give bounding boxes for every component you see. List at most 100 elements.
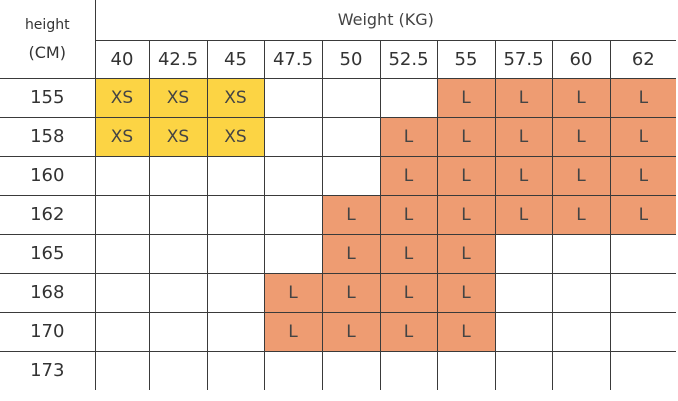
weight-column-header: 62 <box>609 39 677 79</box>
size-cell-l: L <box>321 311 381 352</box>
weight-column-header: 42.5 <box>148 39 208 79</box>
size-cell-empty <box>148 311 208 352</box>
size-cell-xs: XS <box>206 77 265 118</box>
size-cell-empty <box>609 233 677 274</box>
size-cell-l: L <box>551 194 611 235</box>
size-cell-empty <box>263 350 323 390</box>
size-cell-l: L <box>379 116 438 157</box>
size-cell-empty <box>148 350 208 390</box>
weight-column-header: 40 <box>94 39 150 79</box>
table-row: 155 XS XS XS L L L L <box>0 77 677 118</box>
size-cell-empty <box>436 350 496 390</box>
size-cell-xs: XS <box>94 77 150 118</box>
height-value: 160 <box>0 155 96 196</box>
size-cell-l: L <box>436 233 496 274</box>
size-cell-l: L <box>551 116 611 157</box>
size-cell-l: L <box>494 155 553 196</box>
size-cell-l: L <box>609 116 677 157</box>
size-cell-empty <box>379 350 438 390</box>
size-cell-xs: XS <box>206 116 265 157</box>
size-cell-empty <box>263 116 323 157</box>
size-cell-empty <box>148 233 208 274</box>
size-cell-empty <box>94 350 150 390</box>
size-cell-empty <box>206 194 265 235</box>
table-row: 170 L L L L <box>0 311 677 352</box>
size-cell-xs: XS <box>148 116 208 157</box>
weight-column-header: 57.5 <box>494 39 553 79</box>
size-cell-l: L <box>321 194 381 235</box>
size-cell-empty <box>206 233 265 274</box>
weight-column-header: 52.5 <box>379 39 438 79</box>
size-cell-empty <box>94 272 150 313</box>
size-cell-l: L <box>436 155 496 196</box>
size-cell-empty <box>494 350 553 390</box>
weight-column-header: 50 <box>321 39 381 79</box>
size-cell-xs: XS <box>148 77 208 118</box>
size-cell-empty <box>263 194 323 235</box>
size-cell-empty <box>94 233 150 274</box>
weight-column-header: 45 <box>206 39 265 79</box>
size-cell-l: L <box>321 233 381 274</box>
height-value: 170 <box>0 311 96 352</box>
height-header-label: height <box>24 16 70 33</box>
size-cell-empty <box>94 155 150 196</box>
weight-column-header: 60 <box>551 39 611 79</box>
size-cell-l: L <box>609 155 677 196</box>
size-cell-empty <box>379 77 438 118</box>
size-cell-empty <box>206 155 265 196</box>
size-cell-empty <box>609 272 677 313</box>
size-cell-empty <box>94 311 150 352</box>
weight-values-row: 40 42.5 45 47.5 50 52.5 55 57.5 60 62 <box>0 39 677 79</box>
size-cell-l: L <box>494 116 553 157</box>
table-row: 168 L L L L <box>0 272 677 313</box>
size-cell-l: L <box>551 77 611 118</box>
size-cell-empty <box>321 155 381 196</box>
size-cell-empty <box>609 311 677 352</box>
size-cell-l: L <box>436 194 496 235</box>
height-value: 165 <box>0 233 96 274</box>
size-cell-empty <box>206 272 265 313</box>
size-cell-l: L <box>379 155 438 196</box>
height-value: 168 <box>0 272 96 313</box>
size-cell-l: L <box>609 77 677 118</box>
table-body: 155 XS XS XS L L L L 158 XS XS XS L L L L L 160 L L L L L 162 L L… <box>0 77 677 390</box>
size-cell-l: L <box>379 233 438 274</box>
size-cell-l: L <box>263 272 323 313</box>
size-cell-empty <box>321 350 381 390</box>
size-cell-empty <box>551 350 611 390</box>
size-cell-l: L <box>494 194 553 235</box>
size-cell-empty <box>551 272 611 313</box>
size-cell-empty <box>494 311 553 352</box>
size-cell-empty <box>206 350 265 390</box>
size-cell-empty <box>148 155 208 196</box>
size-cell-l: L <box>379 194 438 235</box>
size-cell-empty <box>263 155 323 196</box>
size-cell-empty <box>494 272 553 313</box>
size-cell-empty <box>609 350 677 390</box>
size-cell-empty <box>206 311 265 352</box>
size-cell-l: L <box>436 116 496 157</box>
weight-column-header: 55 <box>436 39 496 79</box>
size-cell-empty <box>148 272 208 313</box>
size-cell-empty <box>148 194 208 235</box>
size-cell-empty <box>263 77 323 118</box>
height-header-unit: (CM) <box>28 42 66 62</box>
height-value: 155 <box>0 77 96 118</box>
size-cell-empty <box>551 311 611 352</box>
size-cell-empty <box>551 233 611 274</box>
size-cell-empty <box>94 194 150 235</box>
size-cell-empty <box>321 77 381 118</box>
table-row: 160 L L L L L <box>0 155 677 196</box>
weight-column-header: 47.5 <box>263 39 323 79</box>
size-cell-l: L <box>263 311 323 352</box>
weight-header: Weight (KG) <box>94 0 677 41</box>
height-header: height (CM) <box>0 0 96 79</box>
size-cell-l: L <box>436 77 496 118</box>
size-cell-l: L <box>379 311 438 352</box>
table-row: 162 L L L L L L <box>0 194 677 235</box>
size-cell-empty <box>494 233 553 274</box>
size-cell-l: L <box>551 155 611 196</box>
size-cell-l: L <box>436 272 496 313</box>
size-cell-l: L <box>379 272 438 313</box>
